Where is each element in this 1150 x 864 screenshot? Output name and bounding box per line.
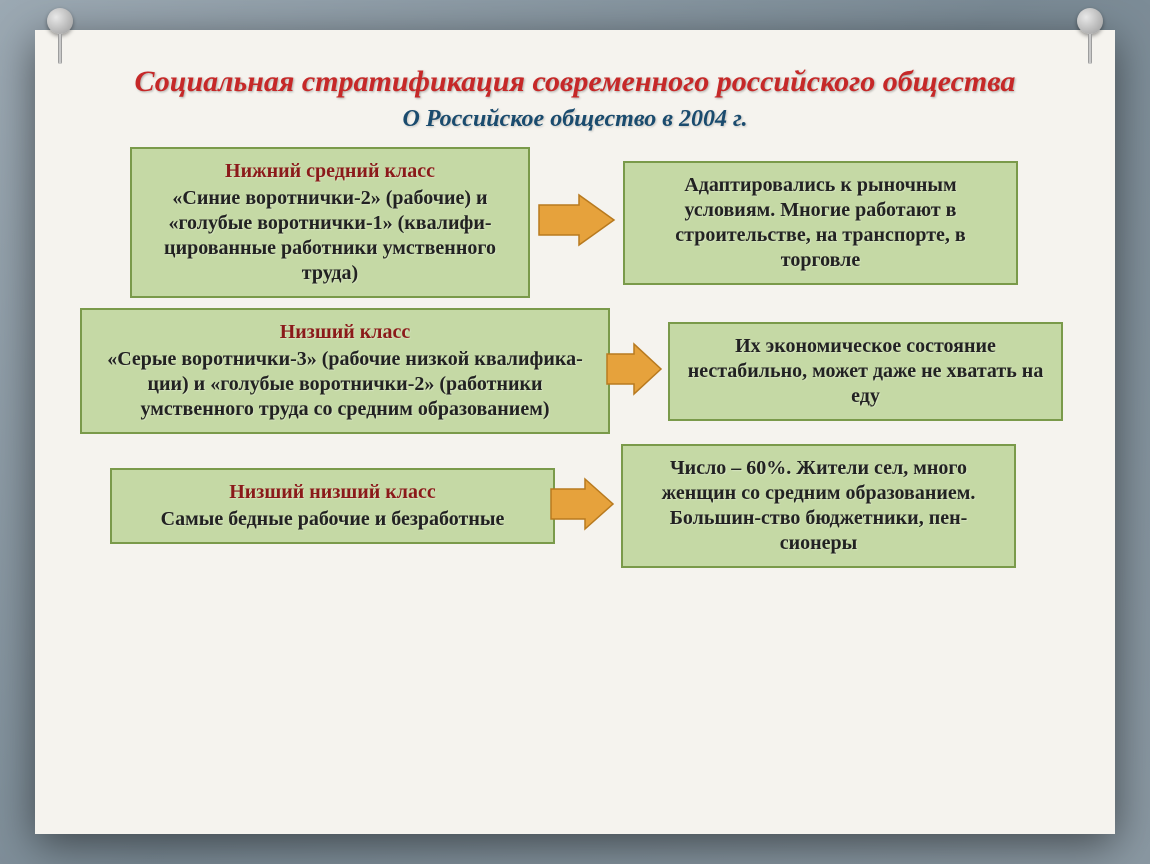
slide-title: Социальная стратификация современного ро… xyxy=(80,65,1070,98)
diagram: Нижний средний класс «Синие воротнички-2… xyxy=(80,147,1070,568)
row-2: Низший класс «Серые воротнички-3» (рабоч… xyxy=(80,308,1070,434)
pin-right xyxy=(1070,8,1110,68)
slide: Социальная стратификация современного ро… xyxy=(35,30,1115,834)
box-body-2: «Серые воротнички-3» (рабочие низкой ква… xyxy=(107,348,583,420)
box-right-body-2: Их экономическое состояние нестабильно, … xyxy=(688,335,1044,407)
pin-left xyxy=(40,8,80,68)
row-3: Низший низший класс Самые бедные рабочие… xyxy=(80,444,1070,568)
row-1: Нижний средний класс «Синие воротнички-2… xyxy=(80,147,1070,298)
slide-subtitle: Российское общество в 2004 г. xyxy=(80,106,1070,133)
box-left-2: Низший класс «Серые воротнички-3» (рабоч… xyxy=(80,308,610,434)
box-header-1: Нижний средний класс xyxy=(146,159,514,184)
box-left-1: Нижний средний класс «Синие воротнички-2… xyxy=(130,147,530,298)
box-right-2: Их экономическое состояние нестабильно, … xyxy=(668,322,1063,421)
box-body-1: «Синие воротнички-2» (рабочие) и «голубы… xyxy=(164,187,496,284)
box-header-2: Низший класс xyxy=(96,320,594,345)
arrow-icon-2 xyxy=(604,339,664,404)
box-left-3: Низший низший класс Самые бедные рабочие… xyxy=(110,468,555,544)
box-right-body-3: Число – 60%. Жители сел, много женщин со… xyxy=(662,457,976,554)
box-right-1: Адаптировались к рыночным условиям. Мног… xyxy=(623,161,1018,285)
box-right-body-1: Адаптировались к рыночным условиям. Мног… xyxy=(675,174,965,271)
box-header-3: Низший низший класс xyxy=(126,480,539,505)
arrow-icon-3 xyxy=(547,474,617,539)
box-body-3: Самые бедные рабочие и безработные xyxy=(161,508,505,530)
box-right-3: Число – 60%. Жители сел, много женщин со… xyxy=(621,444,1016,568)
arrow-icon-1 xyxy=(534,190,619,255)
